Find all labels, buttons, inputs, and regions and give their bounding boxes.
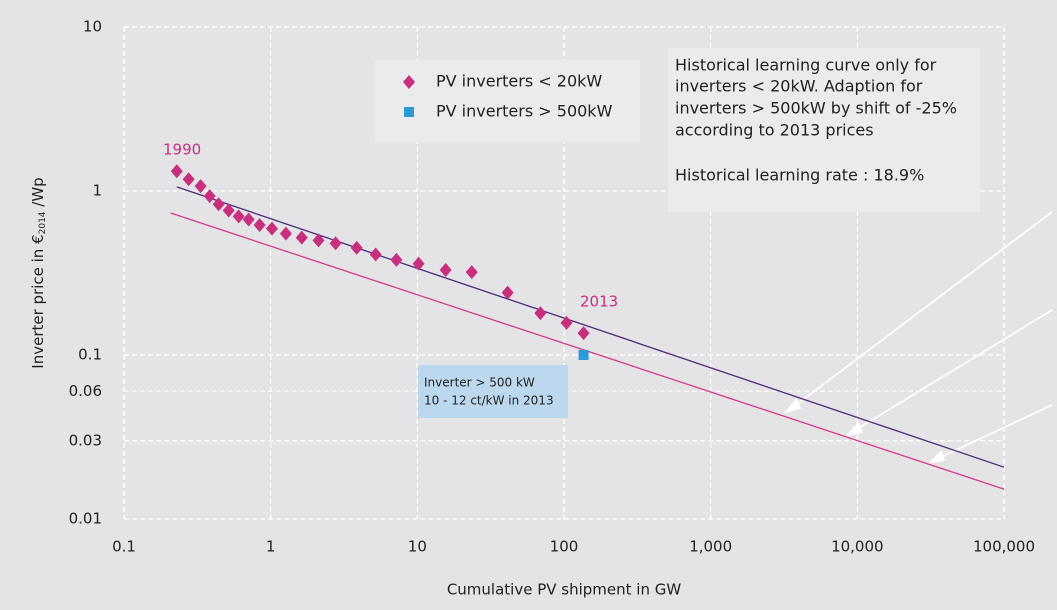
legend-label: PV inverters < 20kW [436,72,602,91]
marker [560,315,573,330]
y-tick-label: 0.01 [69,510,102,528]
marker [501,285,514,300]
note-box [668,48,980,212]
arrows [783,211,1053,464]
x-tick-label: 10 [408,538,427,556]
marker [404,107,414,117]
y-axis-label: Inverter price in €2014 /Wp [29,177,48,368]
marker [465,265,478,280]
y-axis-label-part: /Wp [29,177,47,211]
x-tick-label: 1,000 [689,538,732,556]
callout-box [418,365,568,418]
x-tick-label: 10,000 [831,538,884,556]
marker [403,75,415,89]
x-tick-label: 1 [266,538,276,556]
marker [412,256,425,271]
marker [253,218,266,233]
y-tick-label: 0.1 [78,346,102,364]
marker [329,236,342,251]
note: Historical learning curve only for [675,56,937,75]
x-tick-label: 0.1 [112,538,136,556]
marker [534,306,547,321]
x-tick-label: 100 [550,538,579,556]
marker [350,240,363,255]
marker [265,221,278,236]
annotation: 1990 [163,141,201,159]
note: Historical learning rate : 18.9% [675,166,924,185]
note: inverters > 500kW by shift of -25% [675,99,957,118]
marker [279,226,292,241]
marker [222,203,235,218]
y-tick-label: 0.06 [69,382,102,400]
callout: Inverter > 500 kW [424,376,535,390]
marker [369,247,382,262]
marker [312,233,325,248]
marker [212,197,225,212]
y-tick-label: 1 [92,182,102,200]
marker [232,209,245,224]
marker [194,179,207,194]
x-axis-label: Cumulative PV shipment in GW [447,581,682,599]
y-axis-label-part: Inverter price in € [29,234,47,368]
note: inverters < 20kW. Adaption for [675,77,923,96]
marker [577,326,590,341]
legend-box [375,60,640,142]
marker [578,350,589,360]
x-tick-label: 100,000 [973,538,1035,556]
annotation: 2013 [580,293,618,311]
marker [182,172,195,187]
legend-label: PV inverters > 500kW [436,102,613,121]
callout: 10 - 12 ct/kW in 2013 [424,394,554,408]
y-tick-label: 10 [83,18,102,36]
marker [242,212,255,227]
marker [295,230,308,245]
marker [390,252,403,267]
marker [170,164,183,179]
note: according to 2013 prices [675,121,874,140]
marker [203,189,216,204]
trend-line [176,186,1005,468]
y-tick-label: 0.03 [69,431,102,449]
marker [439,262,452,277]
marks [170,164,1005,490]
y-axis-label-part: 2014 [38,211,48,234]
